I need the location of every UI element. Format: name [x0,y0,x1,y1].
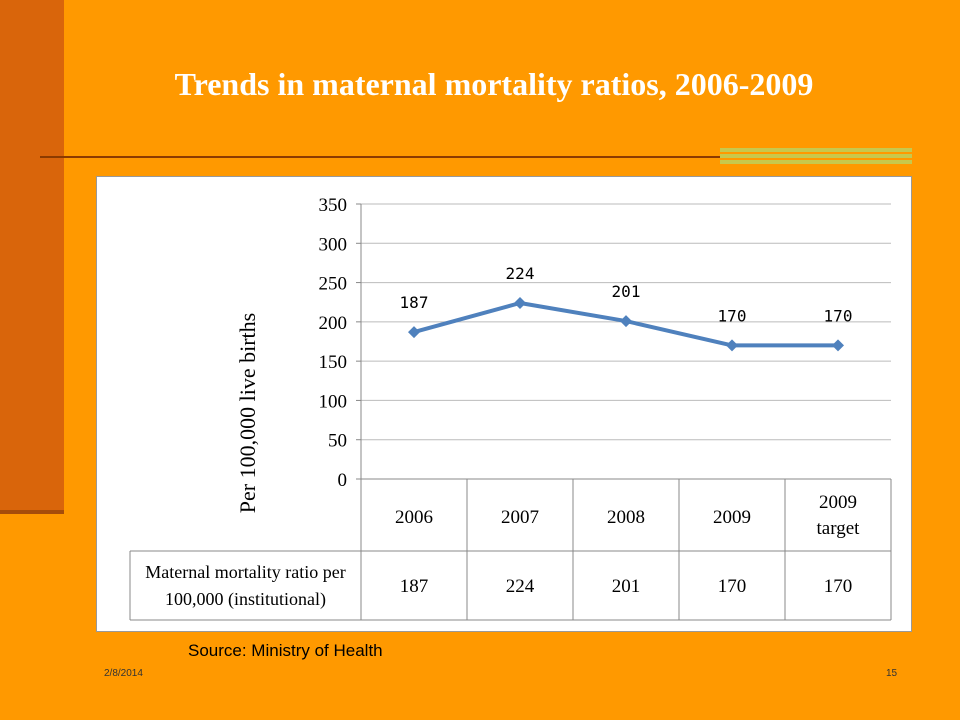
chart-frame: 0 50 100 150 200 250 300 350 Per 100,000 live bi… [96,176,912,632]
category-label: target [817,518,861,539]
table-value: 187 [400,576,429,597]
table-row-label: Maternal mortality ratio per [145,562,345,582]
category-label: 2009 [713,507,751,528]
y-tick-label: 300 [319,234,348,255]
side-accent-bar-edge [0,510,64,514]
slide-date: 2/8/2014 [104,668,143,679]
table-value: 170 [718,576,747,597]
y-axis-label: Per 100,000 live births [235,313,260,513]
category-label: 2006 [395,507,433,528]
data-point [408,326,420,339]
category-label: 2009 [819,492,857,513]
data-point [514,297,526,309]
y-tick-label: 50 [328,431,347,452]
y-tick-label: 150 [319,352,348,373]
y-tick-label: 350 [319,195,348,216]
data-point [832,339,844,352]
table-row-label: 100,000 (institutional) [165,589,326,610]
title-divider [40,156,720,158]
table-value: 201 [612,576,641,597]
data-point [620,315,632,328]
y-tick-label: 100 [319,391,348,412]
data-label: 187 [400,293,429,312]
category-label: 2008 [607,507,645,528]
line-chart: 0 50 100 150 200 250 300 350 Per 100,000 live bi… [129,195,892,621]
y-tick-label: 250 [319,274,348,295]
data-label: 201 [612,282,641,301]
slide-title: Trends in maternal mortality ratios, 200… [174,66,814,102]
data-point [726,339,738,352]
table-value: 224 [506,576,535,597]
data-label: 170 [718,306,747,325]
source-note: Source: Ministry of Health [188,641,383,660]
data-label: 170 [824,306,853,325]
y-tick-label: 200 [319,313,348,334]
table-value: 170 [824,576,853,597]
data-label: 224 [506,264,535,283]
side-accent-bar [0,0,64,512]
y-tick-label: 0 [338,470,348,491]
title-divider-stripe [720,148,912,166]
category-label: 2007 [501,507,539,528]
slide-number: 15 [886,668,898,679]
